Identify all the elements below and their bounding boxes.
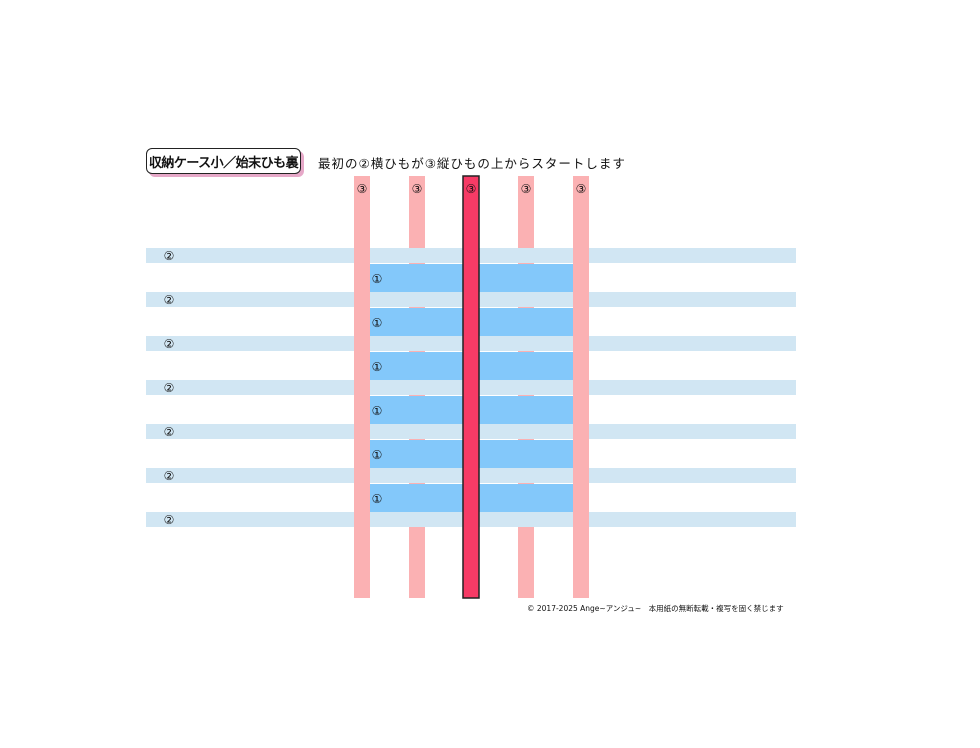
inner-strip-overlap-6-4 xyxy=(518,484,534,512)
inner-label-2: ① xyxy=(372,316,383,330)
horizontal-label-1: ② xyxy=(164,249,175,263)
horizontal-over-7-4 xyxy=(518,512,534,527)
horizontal-over-2-4 xyxy=(518,292,534,307)
vertical-label-1: ③ xyxy=(357,182,368,196)
inner-strip-overlap-4-2 xyxy=(409,396,425,424)
vertical-label-2: ③ xyxy=(412,182,423,196)
vertical-label-5: ③ xyxy=(576,182,587,196)
inner-strip-overlap-5-2 xyxy=(409,440,425,468)
horizontal-label-5: ② xyxy=(164,425,175,439)
horizontal-over-1-2 xyxy=(409,248,425,263)
inner-label-5: ① xyxy=(372,448,383,462)
vertical-label-3: ③ xyxy=(466,182,477,196)
inner-label-6: ① xyxy=(372,492,383,506)
vertical-strip-center xyxy=(462,175,480,599)
vertical-strip-5 xyxy=(573,176,589,598)
horizontal-over-4-4 xyxy=(518,380,534,395)
horizontal-over-4-2 xyxy=(409,380,425,395)
inner-label-3: ① xyxy=(372,360,383,374)
horizontal-over-2-2 xyxy=(409,292,425,307)
horizontal-over-3-2 xyxy=(409,336,425,351)
horizontal-label-2: ② xyxy=(164,293,175,307)
inner-label-1: ① xyxy=(372,272,383,286)
instruction-text: 最初の②横ひもが③縦ひもの上からスタートします xyxy=(318,156,626,171)
horizontal-label-7: ② xyxy=(164,513,175,527)
inner-strip-overlap-2-4 xyxy=(518,308,534,336)
horizontal-label-4: ② xyxy=(164,381,175,395)
inner-strip-overlap-5-4 xyxy=(518,440,534,468)
inner-strip-overlap-3-4 xyxy=(518,352,534,380)
horizontal-over-7-2 xyxy=(409,512,425,527)
horizontal-over-3-4 xyxy=(518,336,534,351)
horizontal-over-5-2 xyxy=(409,424,425,439)
inner-strip-overlap-3-2 xyxy=(409,352,425,380)
inner-strip-overlap-1-2 xyxy=(409,264,425,292)
copyright-notice: © 2017-2025 Ange~アンジュ~ 本用紙の無断転載・複写を固く禁じま… xyxy=(527,604,784,613)
inner-strip-overlap-1-4 xyxy=(518,264,534,292)
inner-strip-overlap-6-2 xyxy=(409,484,425,512)
horizontal-label-6: ② xyxy=(164,469,175,483)
inner-label-4: ① xyxy=(372,404,383,418)
vertical-strip-1 xyxy=(354,176,370,598)
vertical-label-4: ③ xyxy=(521,182,532,196)
horizontal-over-5-4 xyxy=(518,424,534,439)
horizontal-over-6-4 xyxy=(518,468,534,483)
horizontal-label-3: ② xyxy=(164,337,175,351)
horizontal-over-6-2 xyxy=(409,468,425,483)
title-badge: 収納ケース小／始末ひも裏 xyxy=(146,148,301,174)
page-title: 収納ケース小／始末ひも裏 xyxy=(148,155,299,171)
inner-strip-overlap-4-4 xyxy=(518,396,534,424)
inner-strip-overlap-2-2 xyxy=(409,308,425,336)
horizontal-over-1-4 xyxy=(518,248,534,263)
